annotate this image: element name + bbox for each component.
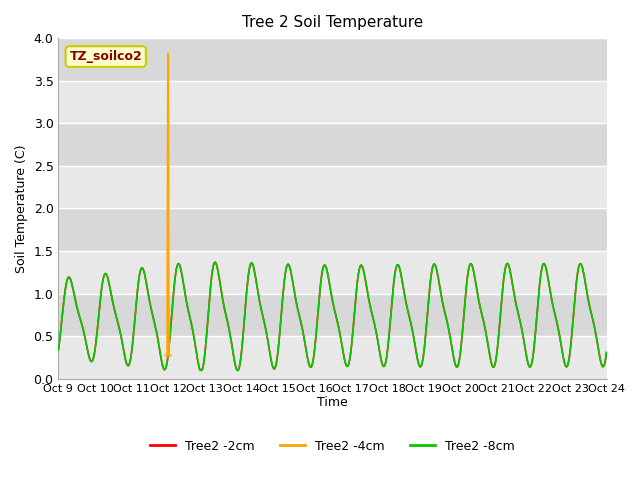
Bar bbox=[58, 81, 607, 123]
X-axis label: Time: Time bbox=[317, 396, 348, 409]
Bar bbox=[58, 251, 607, 294]
Bar bbox=[58, 294, 607, 336]
Bar bbox=[58, 123, 607, 166]
Y-axis label: Soil Temperature (C): Soil Temperature (C) bbox=[15, 144, 28, 273]
Bar bbox=[58, 208, 607, 251]
Text: TZ_soilco2: TZ_soilco2 bbox=[69, 50, 142, 63]
Title: Tree 2 Soil Temperature: Tree 2 Soil Temperature bbox=[242, 15, 423, 30]
Bar bbox=[58, 166, 607, 208]
Legend: Tree2 -2cm, Tree2 -4cm, Tree2 -8cm: Tree2 -2cm, Tree2 -4cm, Tree2 -8cm bbox=[145, 435, 520, 458]
Bar bbox=[58, 38, 607, 81]
Bar bbox=[58, 336, 607, 379]
